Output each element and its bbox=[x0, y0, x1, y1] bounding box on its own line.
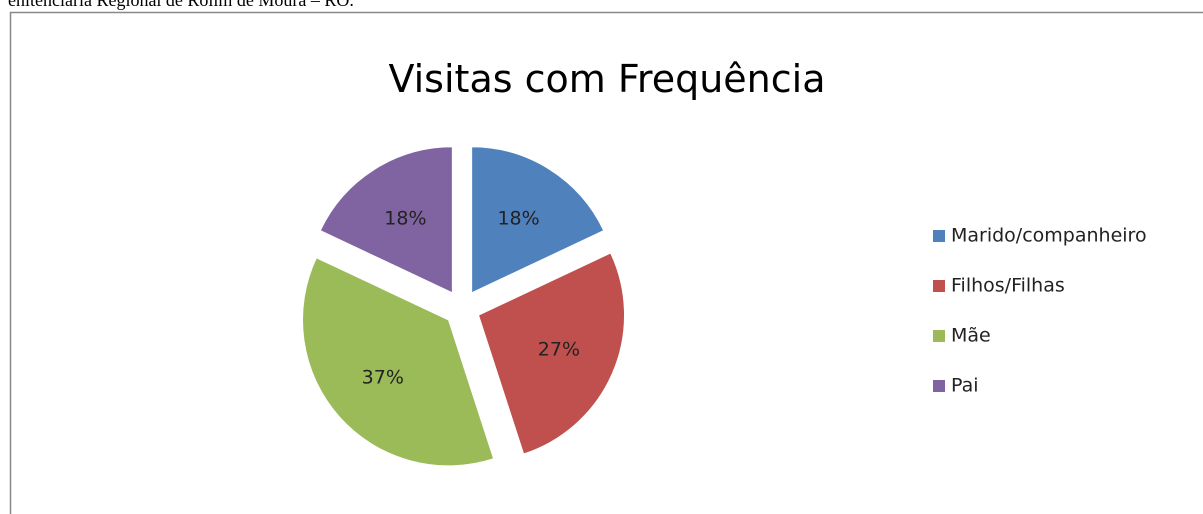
pie-slice bbox=[477, 252, 625, 455]
legend-swatch bbox=[933, 230, 945, 242]
data-label: 37% bbox=[362, 366, 404, 388]
pie-slice bbox=[319, 146, 453, 294]
legend-swatch bbox=[933, 380, 945, 392]
data-label: 27% bbox=[538, 338, 580, 360]
legend-swatch bbox=[933, 280, 945, 292]
legend-label: Marido/companheiro bbox=[951, 225, 1147, 247]
chart-title: Visitas com Frequência bbox=[388, 57, 825, 101]
legend-label: Filhos/Filhas bbox=[951, 275, 1065, 297]
pie-slice bbox=[302, 257, 495, 467]
data-label: 18% bbox=[497, 207, 539, 229]
legend-label: Pai bbox=[951, 375, 979, 397]
legend-label: Mãe bbox=[951, 325, 991, 347]
legend-swatch bbox=[933, 330, 945, 342]
data-label: 18% bbox=[384, 207, 426, 229]
document-text: enitenciaria Regional de Rolim de Moura … bbox=[8, 0, 354, 10]
pie-slice bbox=[471, 146, 605, 294]
